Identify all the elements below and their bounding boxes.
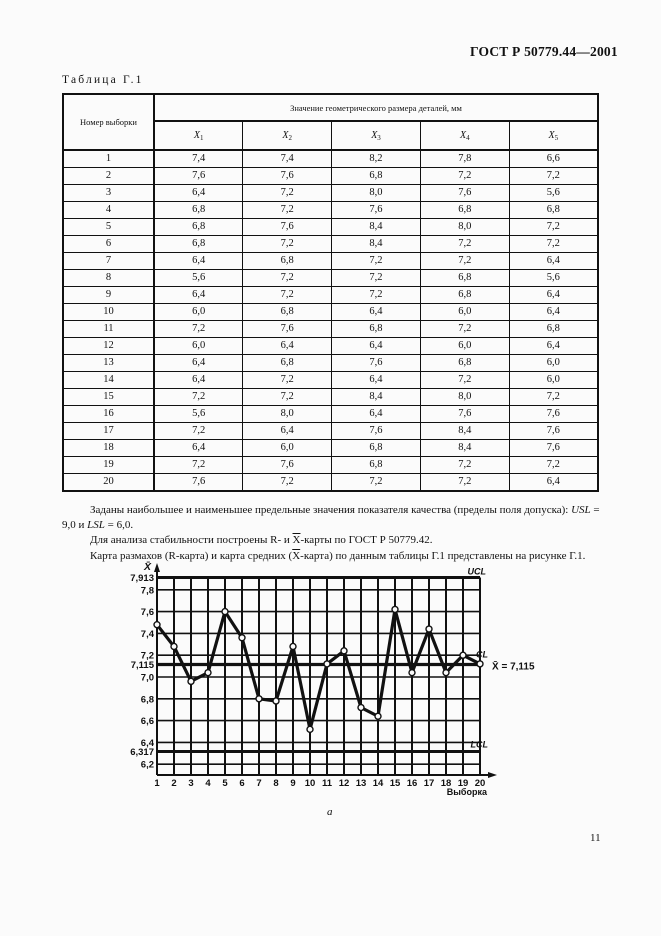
x-tick-label: 18: [441, 778, 452, 789]
data-point-marker: [425, 625, 433, 633]
data-series-line: [155, 607, 481, 731]
header-x2: X2: [242, 120, 333, 151]
table-row: 7 6,4 6,8 7,2 7,2 6,4: [62, 252, 599, 270]
header-x4: X4: [419, 120, 510, 151]
data-point-marker: [408, 668, 416, 677]
x-tick-label: 16: [407, 778, 418, 789]
cell-value: 6,4: [508, 473, 599, 492]
y-axis-label: X̄: [143, 561, 152, 573]
table-row: 6 6,8 7,2 8,4 7,2 7,2: [62, 235, 599, 253]
x-tick-label: 19: [458, 778, 469, 789]
table-row: 2 7,6 7,6 6,8 7,2 7,2: [62, 167, 599, 185]
ucl-label: UCL: [468, 566, 487, 576]
x-tick-label: 20: [475, 778, 486, 789]
data-point-marker: [289, 642, 297, 651]
x-tick-label: 11: [322, 778, 333, 789]
data-point-marker: [459, 651, 467, 659]
y-tick-label: 7,6: [141, 607, 154, 618]
cell-value: 7,6: [508, 405, 599, 423]
cell-value: 7,2: [508, 456, 599, 474]
y-tick-label: 7,115: [131, 660, 155, 671]
data-point-marker: [340, 647, 348, 655]
x-tick-label: 1: [154, 778, 160, 789]
x-tick-label: 15: [390, 778, 401, 789]
paragraph-stability: Для анализа стабильности построены R- и …: [90, 534, 433, 546]
data-point-marker: [476, 660, 484, 668]
table-row: 1 7,4 7,4 8,2 7,8 6,6: [62, 149, 599, 168]
table-row: 20 7,6 7,2 7,2 7,2 6,4: [62, 473, 599, 492]
table-row: 18 6,4 6,0 6,8 8,4 7,6: [62, 439, 599, 457]
x-tick-label: 7: [256, 778, 261, 789]
y-tick-label: 6,317: [130, 747, 154, 758]
cell-value: 7,6: [153, 473, 244, 492]
cell-value: 6,0: [508, 354, 599, 372]
data-point-marker: [357, 703, 365, 712]
y-tick-label: 6,4: [141, 738, 155, 749]
x-tick-label: 4: [205, 778, 211, 789]
header-x1: X1: [153, 120, 244, 151]
table-row: 10 6,0 6,8 6,4 6,0 6,4: [62, 303, 599, 321]
table-row: 17 7,2 6,4 7,6 8,4 7,6: [62, 422, 599, 440]
data-point-marker: [187, 677, 195, 686]
page-number: 11: [590, 832, 601, 844]
data-point-marker: [442, 668, 450, 677]
x-tick-label: 13: [356, 778, 367, 789]
cell-value: 7,2: [419, 456, 510, 474]
cell-value: 7,2: [153, 456, 244, 474]
table-row: 3 6,4 7,2 8,0 7,6 5,6: [62, 184, 599, 202]
table-row: 15 7,2 7,2 8,4 8,0 7,2: [62, 388, 599, 406]
y-tick-label: 7,0: [141, 673, 154, 684]
header-group: Значение геометрического размера деталей…: [153, 93, 599, 122]
x-tick-label: 12: [339, 778, 350, 789]
y-tick-label: 7,2: [141, 651, 154, 662]
paragraph-tolerance: Заданы наибольшее и наименьшее предельны…: [62, 504, 600, 531]
sample-number: 19: [62, 456, 155, 474]
sample-number: 20: [62, 473, 155, 492]
cell-value: 6,8: [331, 456, 421, 474]
data-point-marker: [323, 660, 331, 668]
x-tick-label: 9: [290, 778, 295, 789]
data-point-marker: [391, 605, 399, 614]
x-tick-label: 3: [188, 778, 193, 789]
y-tick-label: 7,913: [130, 573, 154, 584]
cell-value: 7,2: [242, 473, 333, 492]
x-axis-arrow-icon: [488, 772, 497, 778]
x-tick-label: 8: [273, 778, 278, 789]
table-row: 19 7,2 7,6 6,8 7,2 7,2: [62, 456, 599, 474]
document-code: ГОСТ Р 50779.44—2001: [470, 44, 618, 59]
y-tick-label: 6,6: [141, 716, 154, 727]
data-point-marker: [221, 607, 229, 616]
data-point-marker: [306, 725, 314, 734]
data-point-marker: [170, 642, 178, 651]
header-sample-number: Номер выборки: [62, 93, 155, 151]
x-tick-label: 6: [239, 778, 244, 789]
data-point-marker: [153, 620, 161, 629]
y-tick-label: 6,8: [141, 694, 154, 705]
header-x5: X5: [508, 120, 599, 151]
x-tick-label: 5: [222, 778, 228, 789]
x-tick-label: 14: [373, 778, 384, 789]
y-tick-label: 6,2: [141, 760, 154, 771]
x-tick-label: 17: [424, 778, 435, 789]
data-point-marker: [238, 634, 246, 642]
data-point-marker: [204, 668, 212, 677]
x-tick-label: 10: [305, 778, 316, 789]
data-table: Номер выборки Значение геометрического р…: [62, 93, 599, 492]
cl-value-label: X̄ = 7,115: [492, 660, 535, 672]
x-axis-label: Выборка: [447, 787, 488, 797]
y-tick-label: 7,4: [141, 629, 155, 640]
data-point-marker: [272, 697, 280, 705]
y-axis-arrow-icon: [154, 563, 160, 572]
data-point-marker: [374, 712, 382, 720]
cl-label: CL: [476, 649, 488, 659]
y-tick-label: 7,8: [141, 585, 154, 596]
paragraph-figure-ref: Карта размахов (R-карта) и карта средних…: [90, 550, 586, 562]
table-caption: Таблица Г.1: [62, 74, 144, 86]
figure-label: а: [327, 806, 333, 818]
x-tick-label: 2: [171, 778, 176, 789]
lcl-label: LCL: [471, 739, 489, 749]
data-point-marker: [255, 695, 263, 703]
